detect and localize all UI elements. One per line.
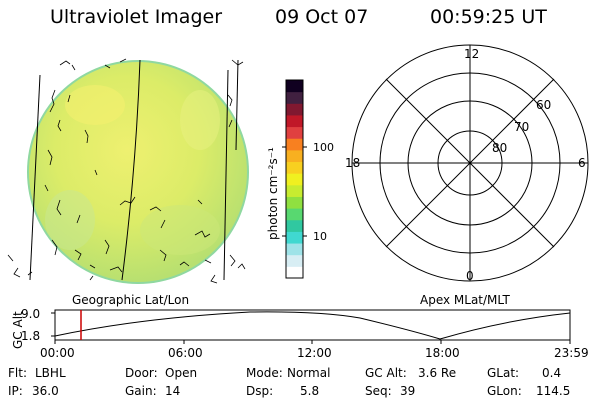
mode-label: Mode: [246,366,283,380]
seq-value: 39 [400,384,416,398]
colorbar-segment [286,126,303,139]
ip-value: 36.0 [32,384,59,398]
gcalt-value: 3.6 Re [418,366,457,380]
colorbar-segment [286,91,303,104]
coastlines [7,58,246,284]
colorbar-segment [286,103,303,116]
colorbar-segment [286,266,303,279]
colorbar-segment [286,219,303,232]
altitude-ytick-9: 9.0 [21,307,41,321]
mlt-label-0: 0 [466,269,474,283]
colorbar-segment [286,173,303,186]
emission-texture [45,85,220,255]
altitude-xtick-0600: 06:00 [168,346,203,360]
altitude-xtick-1200: 12:00 [297,346,332,360]
colorbar-segment [286,243,303,256]
date-readout: 09 Oct 07 [275,6,369,28]
app-title: Ultraviolet Imager [50,6,223,28]
flt-label: Flt: [8,366,27,380]
glon-value: 114.5 [536,384,571,398]
ip-label: IP: [8,384,23,398]
mlat-label-60: 60 [536,98,552,112]
glat-value: 0.4 [542,366,562,380]
geo-grid-lines [29,59,239,281]
glon-label: GLon: [487,384,522,398]
altitude-xtick-1800: 18:00 [425,346,460,360]
altitude-xtick-0000: 00:00 [40,346,75,360]
time-readout: 00:59:25 UT [430,6,547,28]
glat-label: GLat: [487,366,520,380]
colorbar [285,79,304,279]
mlat-label-70: 70 [514,120,530,134]
right-panel-caption: Apex MLat/MLT [420,293,510,307]
colorbar-segment [286,161,303,174]
colorbar-frame [285,79,304,279]
altitude-xtick-2359: 23:59 [554,346,589,360]
colorbar-unit-label: photon cm⁻²s⁻¹ [266,147,280,240]
altitude-curve [54,311,571,340]
colorbar-tick-100: 100 [313,141,334,154]
colorbar-tick-10: 10 [313,230,327,243]
colorbar-segment [286,254,303,267]
mlat-label-80: 80 [492,141,508,155]
mlt-label-6: 6 [578,156,586,170]
altitude-plot [51,309,571,344]
colorbar-segment [286,138,303,151]
altitude-ytick-1-8: 1.8 [21,329,41,343]
mlt-label-12: 12 [464,47,480,61]
dsp-label: Dsp: [246,384,274,398]
polar-grid [351,44,589,282]
colorbar-segment [286,208,303,221]
colorbar-segment [286,149,303,163]
left-panel-caption: Geographic Lat/Lon [72,293,190,307]
seq-label: Seq: [365,384,392,398]
gain-label: Gain: [125,384,157,398]
door-label: Door: [125,366,158,380]
colorbar-segment [286,114,303,128]
gain-value: 14 [165,384,181,398]
door-value: Open [165,366,198,380]
colorbar-segment [286,196,303,209]
mode-value: Normal [287,366,331,380]
gcalt-label: GC Alt: [365,366,407,380]
colorbar-ticks [282,146,307,237]
dsp-value: 5.8 [300,384,320,398]
mlt-label-18: 18 [345,156,361,170]
colorbar-segment [286,184,303,197]
colorbar-segment [286,80,303,93]
colorbar-segment [286,231,303,244]
flt-value: LBHL [35,366,66,380]
